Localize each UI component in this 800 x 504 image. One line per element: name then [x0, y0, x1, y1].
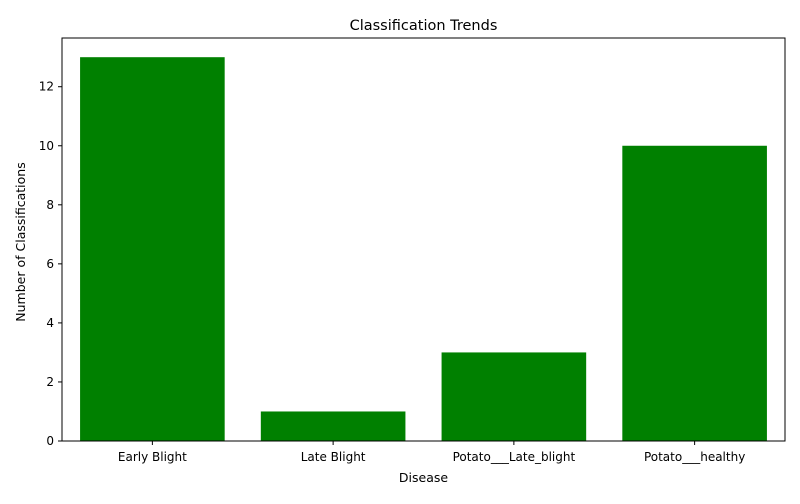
plot-area: 0 2 4 6 8 10 12 Early Blight Late Blight Potato__… — [39, 37, 786, 464]
chart-title: Classification Trends — [350, 18, 498, 34]
y-tick-label-3: 4 — [46, 316, 54, 330]
x-tick-label-4: Potato___healthy — [644, 450, 745, 464]
y-axis-label: Number of Classifications — [13, 162, 28, 321]
y-tick-label-5: 8 — [46, 198, 54, 212]
bar-4 — [622, 145, 767, 441]
bar-3 — [441, 352, 587, 441]
x-axis-label: Disease — [399, 470, 448, 485]
y-tick-label-4: 6 — [46, 257, 54, 271]
y-tick-label-7: 12 — [39, 80, 54, 94]
plot-frame — [61, 37, 786, 442]
bar-2 — [260, 411, 406, 441]
x-tick-label-3: Potato___Late_blight — [453, 450, 576, 464]
y-tick-label-6: 10 — [39, 139, 54, 153]
y-tick-label-1: 0 — [46, 434, 54, 448]
bar-1 — [80, 57, 225, 441]
x-tick-label-1: Early Blight — [118, 450, 187, 464]
y-tick-label-2: 2 — [46, 375, 54, 389]
x-tick-label-2: Late Blight — [301, 450, 366, 464]
